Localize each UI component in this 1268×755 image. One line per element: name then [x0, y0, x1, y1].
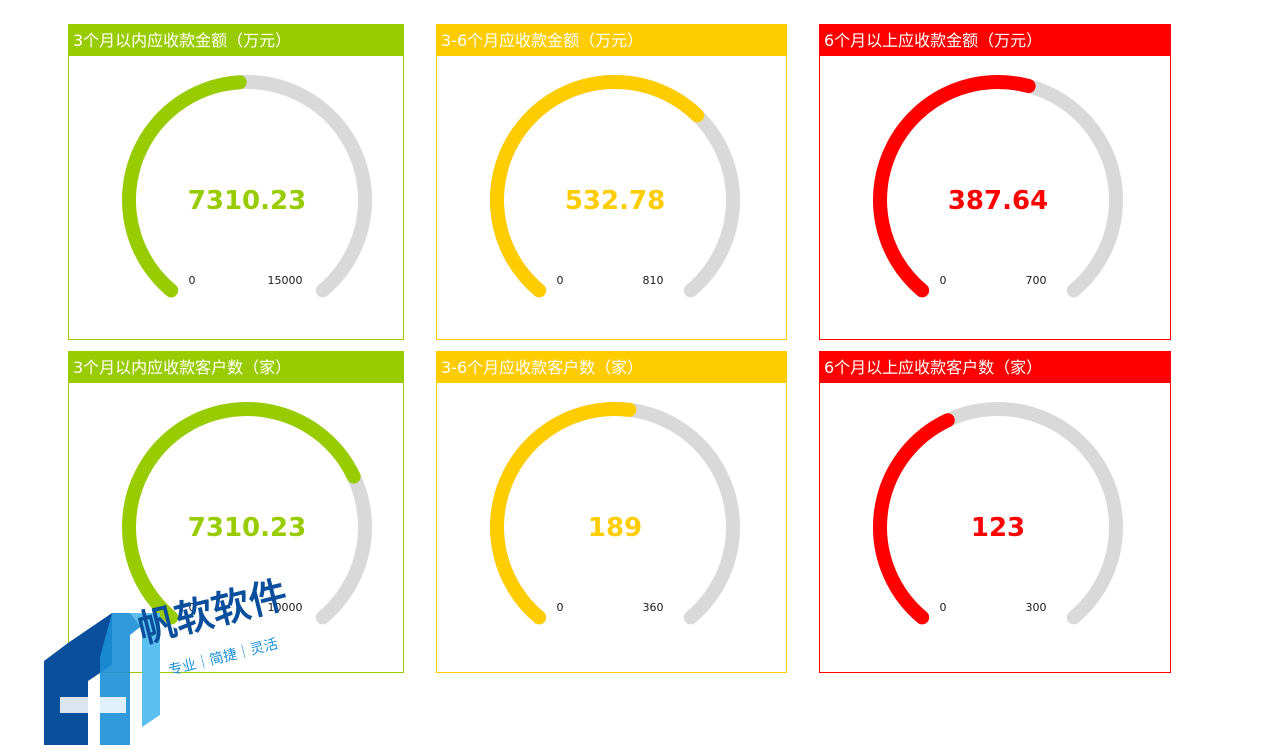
gauge-value-label: 123 — [971, 513, 1025, 543]
gauge-max-label: 700 — [1026, 274, 1047, 287]
panel-title: 6个月以上应收款金额（万元） — [820, 25, 1170, 56]
panel-title: 6个月以上应收款客户数（家） — [820, 352, 1170, 383]
gauge-chart: 7310.23 0 10000 — [122, 402, 372, 625]
gauge-min-label: 0 — [940, 274, 947, 287]
gauge-panel-customers-3-6-months: 3-6个月应收款客户数（家） 189 0 360 — [436, 351, 787, 673]
gauge-max-label: 300 — [1026, 601, 1047, 614]
gauge-value-label: 189 — [588, 513, 642, 543]
gauge-panel-customers-under-3-months: 3个月以内应收款客户数（家） 7310.23 0 10000 — [68, 351, 404, 673]
gauge-value-arc — [490, 402, 637, 625]
panel-title: 3个月以内应收款客户数（家） — [69, 352, 403, 383]
gauge-max-label: 15000 — [268, 274, 303, 287]
panel-title: 3-6个月应收款金额（万元） — [437, 25, 786, 56]
gauge-value-label: 532.78 — [565, 186, 665, 216]
gauge-max-label: 360 — [643, 601, 664, 614]
gauge-min-label: 0 — [557, 274, 564, 287]
gauge-chart: 532.78 0 810 — [490, 74, 740, 298]
gauge-value-arc — [873, 413, 955, 625]
gauge-min-label: 0 — [189, 601, 196, 614]
gauge-chart: 7310.23 0 15000 — [122, 75, 372, 298]
gauge-panel-amount-under-3-months: 3个月以内应收款金额（万元） 7310.23 0 15000 — [68, 24, 404, 340]
gauge-chart: 123 0 300 — [873, 402, 1123, 625]
gauge-max-label: 810 — [643, 274, 664, 287]
gauge-panel-amount-3-6-months: 3-6个月应收款金额（万元） 532.78 0 810 — [436, 24, 787, 340]
logo-mark-icon — [44, 613, 160, 745]
gauge-chart: 189 0 360 — [490, 402, 740, 625]
gauge-value-label: 7310.23 — [188, 186, 306, 216]
gauge-min-label: 0 — [189, 274, 196, 287]
gauge-max-label: 10000 — [268, 601, 303, 614]
gauge-value-arc — [122, 75, 247, 298]
gauge-value-arc — [490, 74, 705, 298]
fanruan-logo-watermark: 帆软软件 专业｜简捷｜灵活 — [44, 572, 292, 745]
panel-title: 3-6个月应收款客户数（家） — [437, 352, 786, 383]
gauge-min-label: 0 — [940, 601, 947, 614]
panel-title: 3个月以内应收款金额（万元） — [69, 25, 403, 56]
gauge-value-arc — [873, 75, 1036, 298]
gauge-panel-customers-over-6-months: 6个月以上应收款客户数（家） 123 0 300 — [819, 351, 1171, 673]
gauge-panel-amount-over-6-months: 6个月以上应收款金额（万元） 387.64 0 700 — [819, 24, 1171, 340]
gauge-chart: 387.64 0 700 — [873, 75, 1123, 298]
gauge-value-arc — [122, 402, 361, 625]
gauge-value-label: 7310.23 — [188, 513, 306, 543]
gauge-value-label: 387.64 — [948, 186, 1048, 216]
gauge-min-label: 0 — [557, 601, 564, 614]
